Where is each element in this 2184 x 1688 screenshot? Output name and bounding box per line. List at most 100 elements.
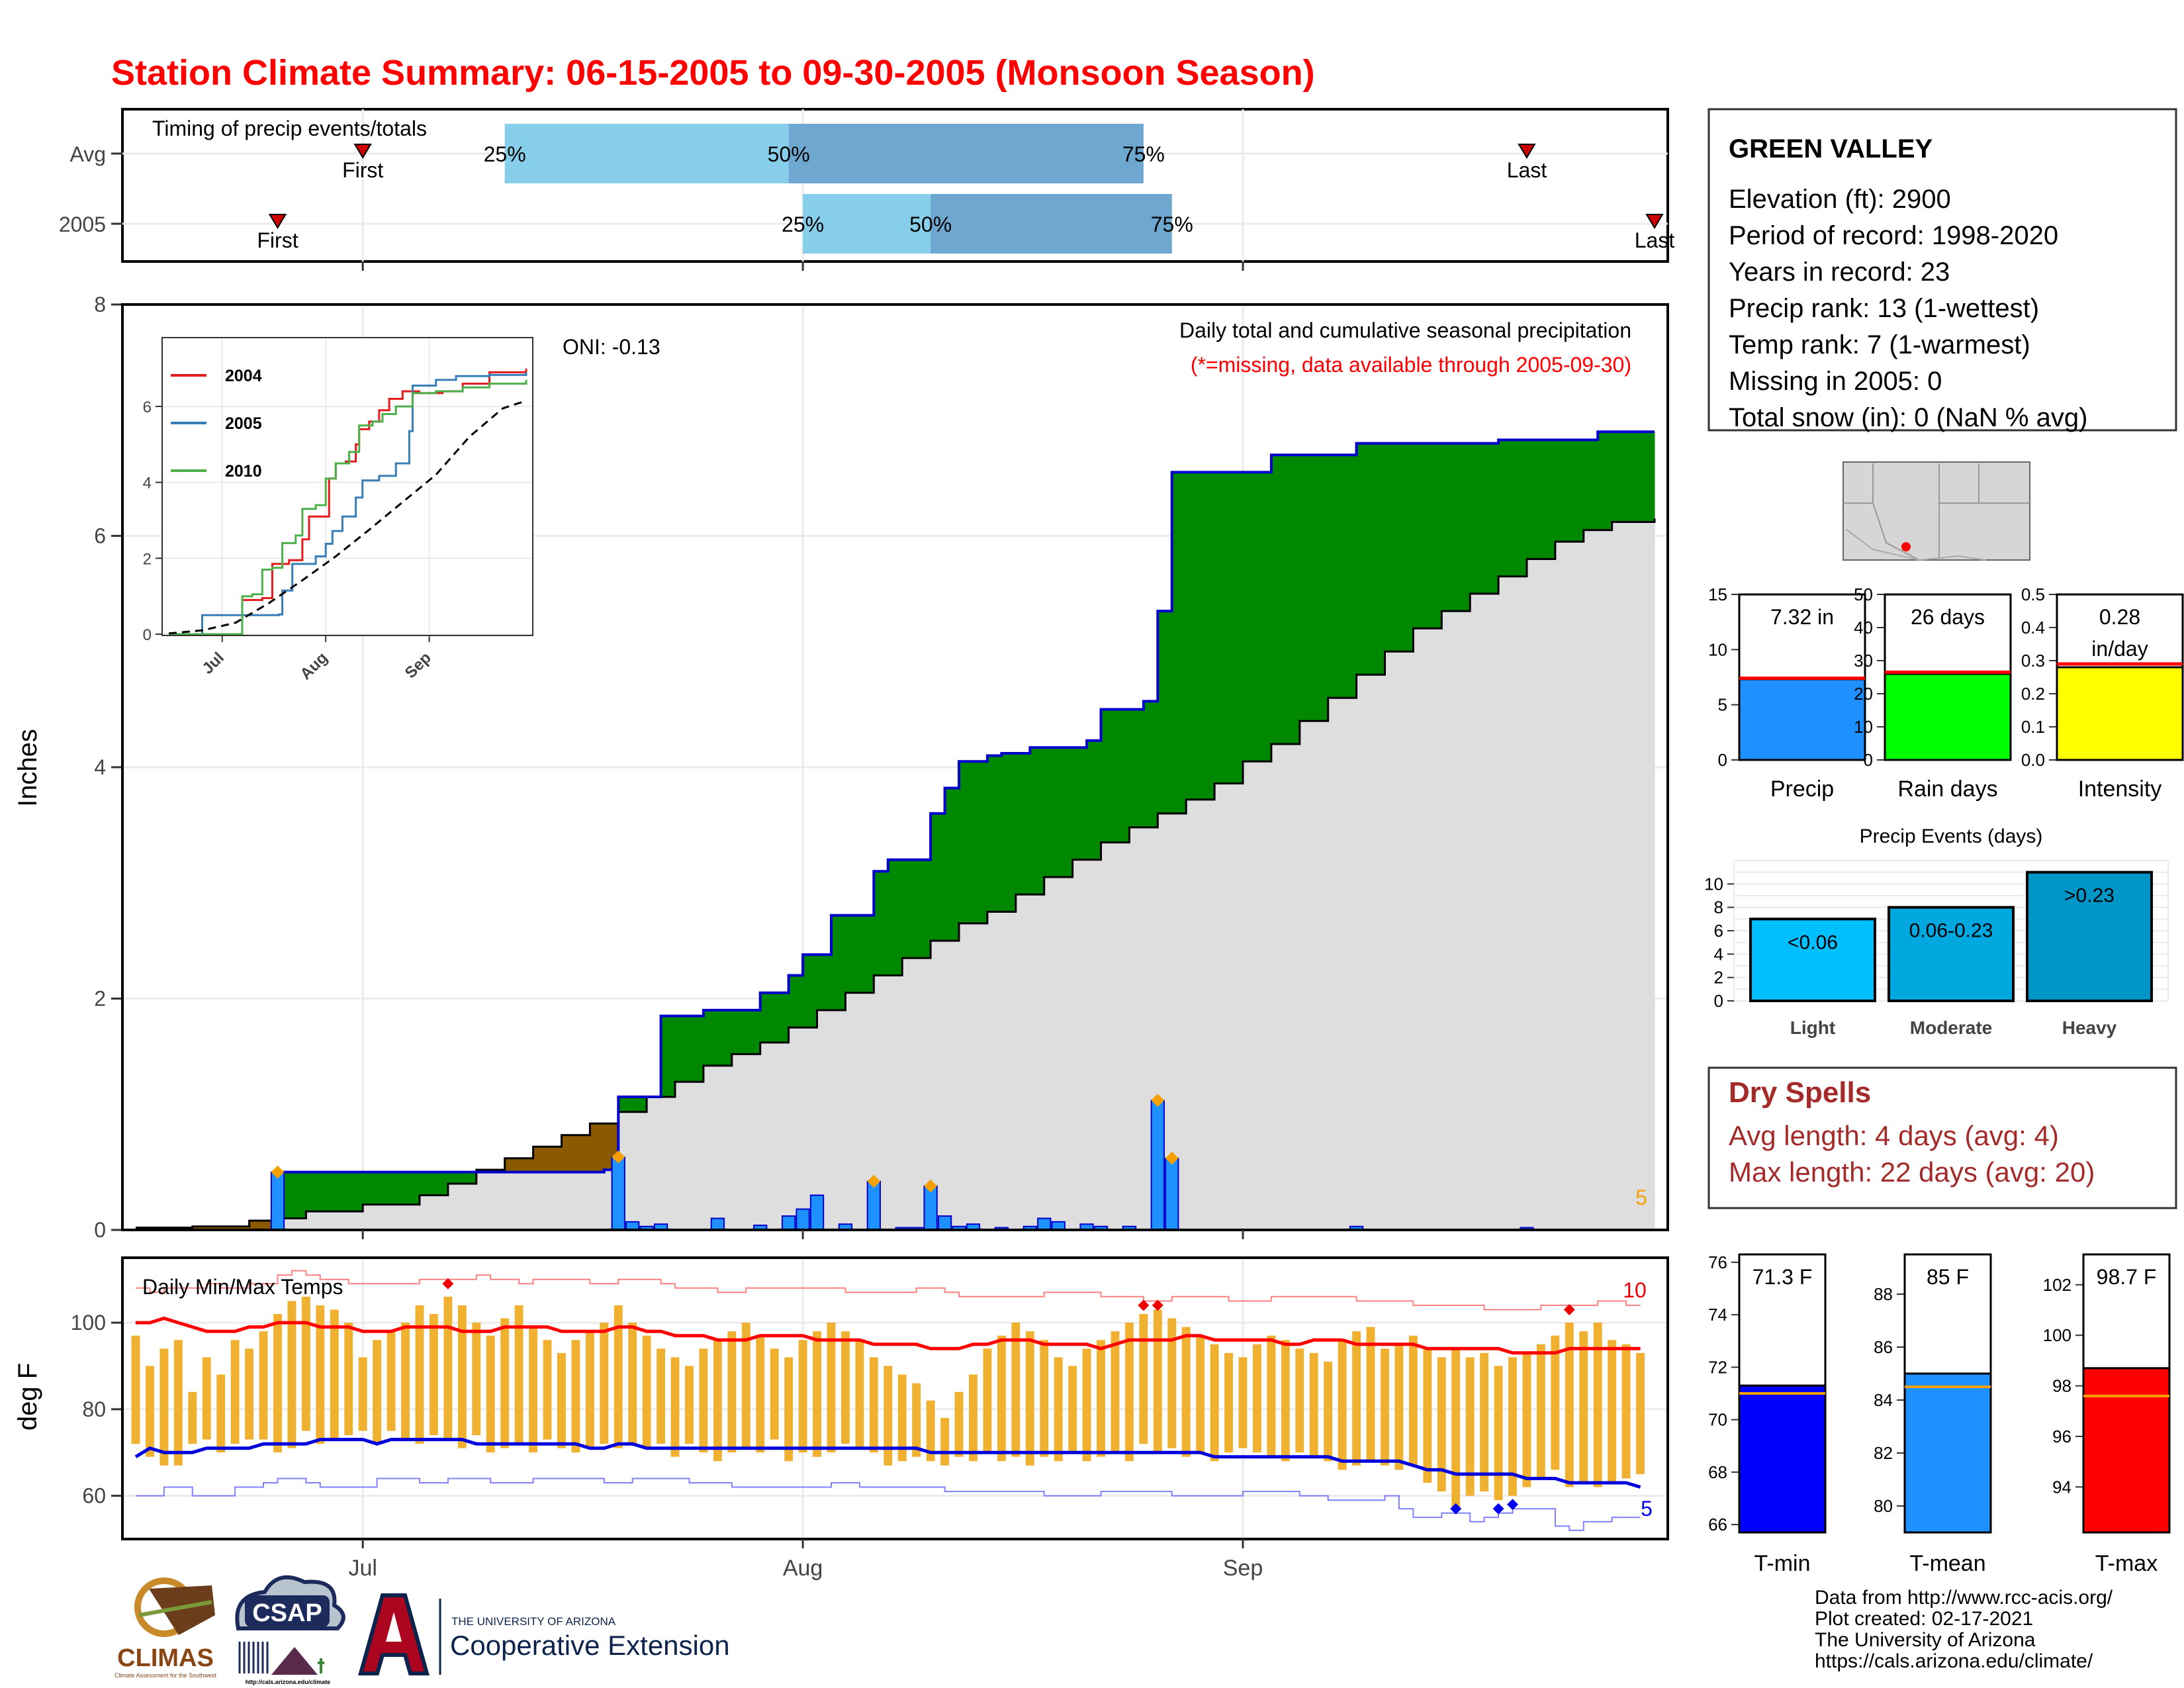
daily-temp-bar (784, 1357, 794, 1462)
station-location-marker-icon (1901, 542, 1911, 551)
departure-segment (1030, 747, 1045, 895)
departure-segment (1470, 443, 1499, 594)
precip-event-range-label: >0.23 (2064, 885, 2115, 907)
daily-temp-bar (571, 1340, 580, 1453)
record-high-marker-icon (1152, 1299, 1163, 1311)
legend-label: 2010 (225, 462, 262, 481)
daily-precip-bar (937, 1215, 952, 1231)
normal-area-segment (1612, 522, 1655, 1230)
event-label: Last (1635, 228, 1675, 252)
departure-segment (1186, 472, 1215, 800)
precip-event-range-label: <0.06 (1788, 931, 1838, 953)
footer: Data from http://www.rcc-acis.org/Plot c… (114, 1575, 2113, 1685)
daily-temp-bar (798, 1340, 807, 1453)
summary-bar-fill (1884, 673, 2012, 761)
events-y-tick: 2 (1714, 968, 1723, 988)
daily-precip-bar (710, 1217, 725, 1231)
normal-area-segment (419, 1195, 449, 1230)
daily-max-marker-icon (612, 1150, 625, 1164)
normal-area-segment (1072, 859, 1087, 1230)
timing-panel-label: Timing of precip events/totals (152, 117, 427, 140)
temp-summary-tick: 88 (1874, 1284, 1893, 1304)
summary-tick-label: 0 (1864, 750, 1873, 770)
y-tick-label: 60 (82, 1484, 106, 1508)
climas-logo-text: CLIMAS (117, 1644, 214, 1672)
summary-tick-label: 0.4 (2021, 618, 2045, 637)
summary-bar-precip: 0 5 10 15 7.32 in Precip (1708, 585, 1866, 802)
summary-tick-label: 10 (1854, 717, 1873, 737)
footer-credit-line: The University of Arizona (1815, 1629, 2036, 1651)
event-marker-icon (1645, 214, 1664, 229)
summary-value-label: 7.32 in (1770, 605, 1834, 629)
station-info: GREEN VALLEY Elevation (ft): 2900 Period o… (1707, 108, 2177, 432)
normal-area-segment (1385, 651, 1414, 1230)
normal-area-segment (902, 958, 917, 1230)
summary-bar-name: Intensity (2078, 776, 2162, 802)
normal-area-segment (447, 1184, 477, 1230)
daily-temp-bar (330, 1309, 339, 1440)
daily-temp-bar (443, 1296, 453, 1440)
record-low-marker-icon (1507, 1499, 1518, 1511)
chart-title: Station Climate Summary: 06-15-2005 to 0… (111, 53, 1315, 93)
daily-temp-bar (969, 1374, 978, 1462)
normal-area-segment (675, 1082, 704, 1230)
daily-temp-bar (1608, 1340, 1617, 1483)
daily-max-marker-icon (271, 1165, 285, 1179)
departure-segment (845, 915, 874, 993)
normal-area-segment (1087, 859, 1102, 1230)
daily-temp-bar (401, 1323, 410, 1440)
daily-temp-bar (287, 1301, 296, 1448)
daily-temp-bar (1153, 1309, 1162, 1453)
daily-precip-bar (270, 1171, 285, 1231)
normal-area-segment (277, 1218, 306, 1230)
daily-temp-bar (614, 1305, 623, 1448)
departure-segment (447, 1172, 477, 1184)
normal-area-segment (1598, 530, 1613, 1231)
daily-temp-bar (1394, 1344, 1404, 1470)
summary-tick-label: 50 (1854, 585, 1873, 604)
temp-panel-frame (121, 1256, 1669, 1540)
summary-tick-label: 20 (1854, 684, 1873, 704)
dry-spells-avg: Avg length: 4 days (avg: 4) (1729, 1120, 2059, 1151)
departure-segment (504, 1158, 534, 1172)
summary-value-unit: in/day (2091, 637, 2148, 661)
normal-area-segment (1115, 842, 1130, 1230)
daily-temp-bar (1565, 1323, 1574, 1487)
summary-value-label: 26 days (1911, 605, 1985, 629)
inset-y-tick: 2 (143, 550, 152, 568)
daily-temp-bar (1295, 1348, 1304, 1453)
event-marker-icon (1518, 144, 1536, 159)
daily-temp-bar (855, 1340, 864, 1448)
normal-area-segment (533, 1172, 562, 1230)
departure-segment (192, 1226, 250, 1230)
daily-temp-bar (472, 1323, 481, 1436)
daily-max-marker-icon (1165, 1151, 1179, 1165)
record-low-marker-icon (1492, 1503, 1504, 1515)
y-tick-label: 100 (71, 1311, 106, 1335)
normal-area-segment (647, 1097, 662, 1230)
normal-area-segment (1001, 912, 1017, 1230)
temp-summary-tick: 66 (1708, 1515, 1727, 1534)
departure-segment (902, 859, 917, 959)
station-info-line: Precip rank: 13 (1-wettest) (1729, 294, 2039, 323)
daily-temp-bar (1224, 1352, 1233, 1453)
departure-segment (1101, 709, 1116, 843)
departure-segment (1171, 472, 1187, 814)
departure-segment (1087, 740, 1102, 860)
normal-area-segment (1044, 877, 1073, 1230)
temp-summary-name: T-max (2095, 1551, 2158, 1576)
normal-area-segment (306, 1211, 363, 1230)
csap-logo-text: CSAP (252, 1599, 322, 1627)
departure-segment (1583, 440, 1598, 530)
precip-event-bar (1749, 917, 1876, 1003)
dry-spells-title: Dry Spells (1729, 1076, 1871, 1109)
daily-temp-bar (529, 1327, 537, 1453)
p75-label: 75% (1151, 212, 1193, 236)
daily-temp-bar (756, 1335, 765, 1453)
p50-label: 50% (909, 212, 952, 236)
map-border-south (1846, 529, 1986, 561)
departure-segment (1143, 701, 1158, 827)
daily-temp-bar (1480, 1352, 1489, 1492)
normal-area-segment (476, 1172, 506, 1230)
